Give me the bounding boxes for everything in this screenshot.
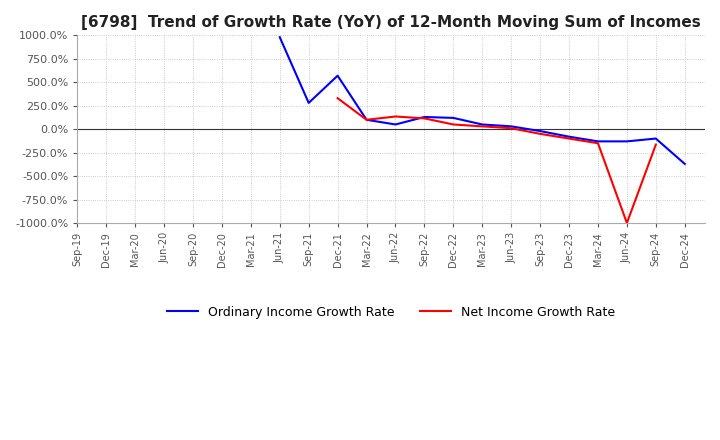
Net Income Growth Rate <box>478 124 487 129</box>
Legend: Ordinary Income Growth Rate, Net Income Growth Rate: Ordinary Income Growth Rate, Net Income … <box>162 301 620 323</box>
Ordinary Income Growth Rate <box>276 35 284 40</box>
Net Income Growth Rate <box>564 136 573 141</box>
Ordinary Income Growth Rate <box>333 73 342 78</box>
Ordinary Income Growth Rate <box>507 124 516 129</box>
Net Income Growth Rate <box>391 114 400 119</box>
Title: [6798]  Trend of Growth Rate (YoY) of 12-Month Moving Sum of Incomes: [6798] Trend of Growth Rate (YoY) of 12-… <box>81 15 701 30</box>
Ordinary Income Growth Rate <box>449 115 458 121</box>
Ordinary Income Growth Rate <box>564 134 573 139</box>
Ordinary Income Growth Rate <box>536 128 544 134</box>
Net Income Growth Rate <box>536 131 544 136</box>
Net Income Growth Rate <box>594 141 603 146</box>
Ordinary Income Growth Rate <box>652 136 660 141</box>
Ordinary Income Growth Rate <box>391 122 400 127</box>
Line: Ordinary Income Growth Rate: Ordinary Income Growth Rate <box>280 37 685 164</box>
Net Income Growth Rate <box>362 117 371 122</box>
Line: Net Income Growth Rate: Net Income Growth Rate <box>338 98 656 223</box>
Ordinary Income Growth Rate <box>594 139 603 144</box>
Net Income Growth Rate <box>449 122 458 127</box>
Ordinary Income Growth Rate <box>362 117 371 122</box>
Net Income Growth Rate <box>652 142 660 147</box>
Ordinary Income Growth Rate <box>680 161 689 166</box>
Net Income Growth Rate <box>420 116 428 121</box>
Ordinary Income Growth Rate <box>623 139 631 144</box>
Ordinary Income Growth Rate <box>420 114 428 120</box>
Net Income Growth Rate <box>507 125 516 131</box>
Net Income Growth Rate <box>623 220 631 226</box>
Net Income Growth Rate <box>333 95 342 101</box>
Ordinary Income Growth Rate <box>478 122 487 127</box>
Ordinary Income Growth Rate <box>305 100 313 106</box>
